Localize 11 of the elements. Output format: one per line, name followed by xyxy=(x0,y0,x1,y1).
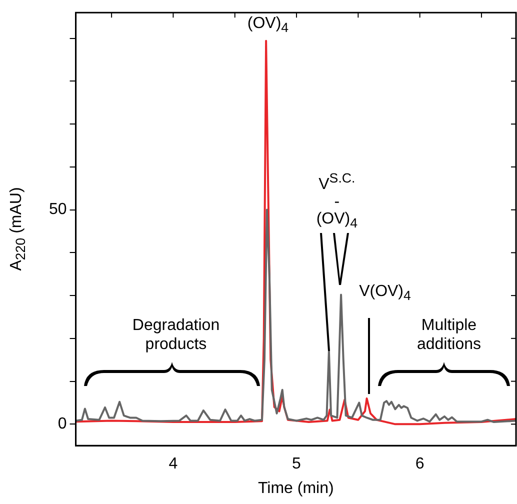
annotation: V$^{S.C.}$ - (OV)$_{4}$ xyxy=(316,170,358,232)
annotation: (OV)$_{4}$ xyxy=(247,14,289,38)
y-tick-label: 50 xyxy=(49,201,67,218)
x-axis-title: Time (min) xyxy=(258,480,334,497)
annotation: Multiple additions xyxy=(416,316,482,354)
annotation: V(OV)$_{4}$ xyxy=(359,282,411,306)
x-tick-label: 6 xyxy=(415,456,424,473)
x-tick-label: 5 xyxy=(292,456,302,473)
x-tick-label: 4 xyxy=(168,456,178,473)
annotation: Degradation products xyxy=(132,316,220,354)
y-tick-label: 0 xyxy=(58,416,67,433)
